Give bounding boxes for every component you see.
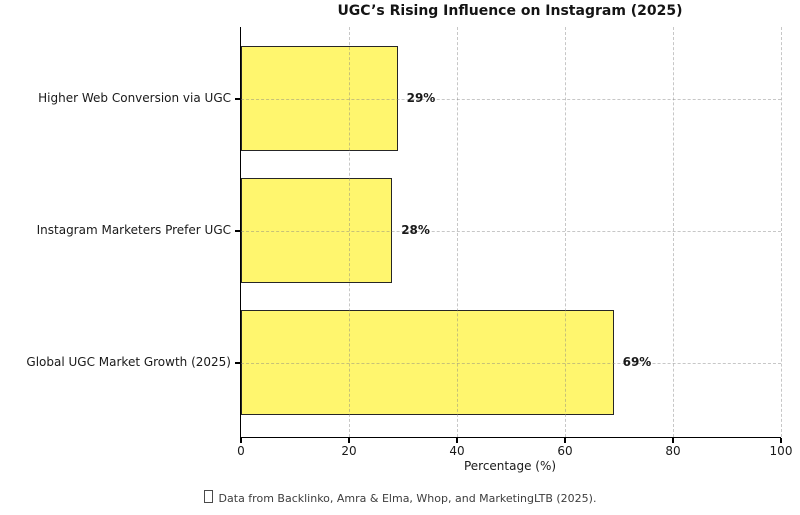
x-tick-mark (780, 438, 782, 443)
x-tick-label: 80 (665, 444, 681, 458)
x-gridline (457, 27, 458, 437)
bar (241, 46, 398, 151)
y-tick-mark (234, 361, 240, 364)
category-label: Instagram Marketers Prefer UGC (36, 223, 231, 237)
x-tick-label: 20 (341, 444, 357, 458)
bar-value-label: 29% (406, 91, 436, 105)
y-gridline (241, 362, 781, 364)
x-tick-mark (348, 438, 350, 443)
missing-glyph-icon (203, 490, 213, 503)
y-gridline (241, 98, 781, 100)
x-tick-mark (564, 438, 566, 443)
bar-value-label: 69% (622, 355, 652, 369)
category-label: Higher Web Conversion via UGC (38, 91, 231, 105)
x-tick-label: 40 (449, 444, 465, 458)
y-tick-mark (234, 97, 240, 100)
plot-area: Higher Web Conversion via UGC 29% Instag… (26, 27, 792, 458)
bar (241, 310, 614, 415)
chart-title: UGC’s Rising Influence on Instagram (202… (337, 3, 683, 19)
x-tick-label: 100 (769, 444, 793, 458)
x-axis-label: Percentage (%) (463, 459, 557, 473)
x-gridline (349, 27, 350, 437)
x-tick-mark (240, 438, 242, 443)
x-gridline (781, 27, 782, 437)
x-tick-mark (672, 438, 674, 443)
category-label: Global UGC Market Growth (2025) (26, 355, 231, 369)
x-tick-mark (456, 438, 458, 443)
bar (241, 178, 393, 283)
footnote-text: Data from Backlinko, Amra & Elma, Whop, … (218, 492, 597, 505)
y-tick-mark (234, 229, 240, 232)
x-tick-label: 60 (557, 444, 573, 458)
x-gridline (565, 27, 566, 437)
x-gridline (673, 27, 674, 437)
bar-value-label: 28% (401, 223, 430, 237)
footnote: Data from Backlinko, Amra & Elma, Whop, … (0, 490, 800, 505)
x-tick-label: 0 (237, 444, 245, 458)
y-gridline (241, 230, 781, 232)
